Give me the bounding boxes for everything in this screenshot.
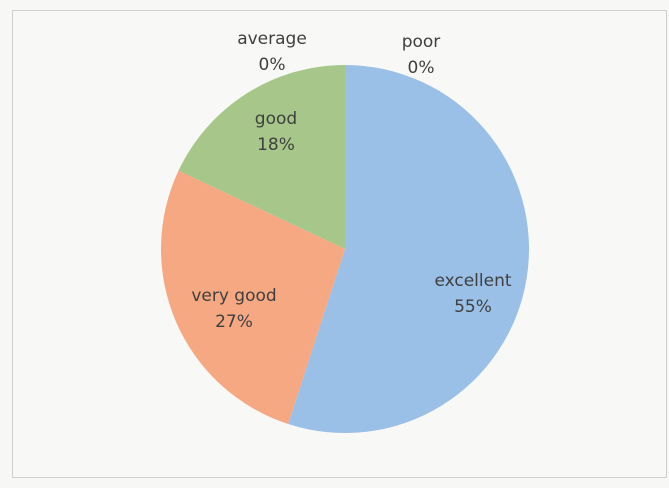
slice-label-excellent: excellent (434, 271, 511, 291)
pie-slice-excellent (288, 65, 530, 434)
pie-slice-very-good (161, 170, 345, 424)
slice-label-average: average (237, 29, 307, 49)
slice-label-poor: poor (402, 32, 441, 52)
slice-percent-excellent: 55% (454, 297, 492, 317)
slice-percent-average: 0% (259, 55, 286, 75)
slice-label-very-good: very good (191, 286, 276, 306)
slice-percent-very-good: 27% (215, 312, 253, 332)
chart-area: excellent 55% very good 27% good 18% average 0%… (12, 10, 667, 478)
slice-label-good: good (255, 109, 297, 129)
slice-percent-poor: 0% (408, 58, 435, 78)
slice-percent-good: 18% (257, 135, 295, 155)
pie-chart: excellent 55% very good 27% good 18% average 0%… (161, 29, 530, 434)
pie-slice-good (178, 65, 345, 249)
